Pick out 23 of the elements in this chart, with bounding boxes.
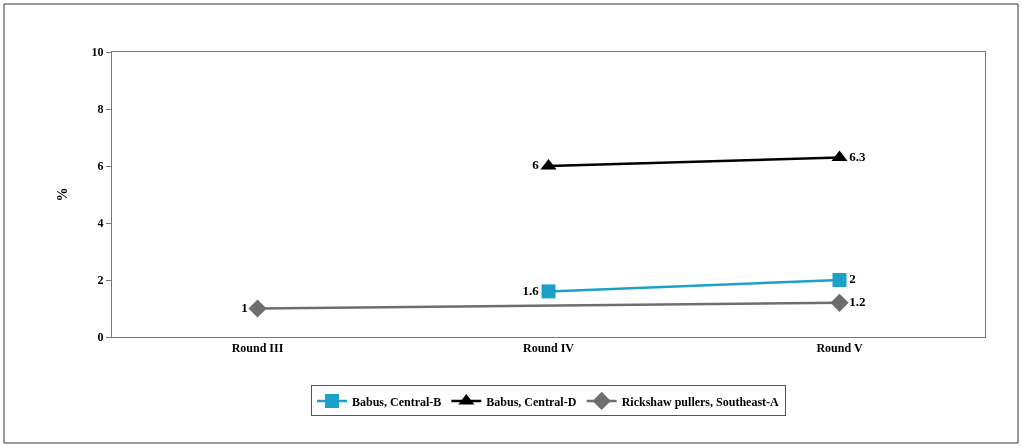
data-label: 2 bbox=[849, 271, 856, 287]
y-tick-label: 6 bbox=[97, 159, 104, 174]
legend-label: Babus, Central-D bbox=[486, 394, 577, 409]
x-tick-label: Round IV bbox=[522, 341, 575, 356]
point bbox=[830, 293, 849, 312]
data-label: 6 bbox=[532, 157, 540, 173]
point bbox=[541, 284, 556, 299]
point bbox=[248, 299, 267, 318]
y-tick-label: 0 bbox=[97, 330, 104, 345]
y-tick-label: 4 bbox=[97, 216, 104, 231]
y-tick-label: 10 bbox=[91, 45, 104, 60]
data-label: 6.3 bbox=[849, 148, 866, 164]
y-tick-label: 2 bbox=[97, 273, 104, 288]
legend-label: Babus, Central-B bbox=[352, 394, 442, 409]
point bbox=[832, 273, 847, 287]
x-tick-label: Round III bbox=[231, 341, 284, 356]
data-label: 1 bbox=[241, 299, 248, 315]
data-label: 1.2 bbox=[849, 294, 866, 310]
x-tick-label: Round V bbox=[816, 341, 863, 356]
y-axis-title: % bbox=[55, 187, 71, 202]
data-label: 1.6 bbox=[522, 282, 540, 298]
y-tick-label: 8 bbox=[97, 102, 104, 117]
legend-label: Rickshaw pullers, Southeast-A bbox=[621, 394, 780, 409]
